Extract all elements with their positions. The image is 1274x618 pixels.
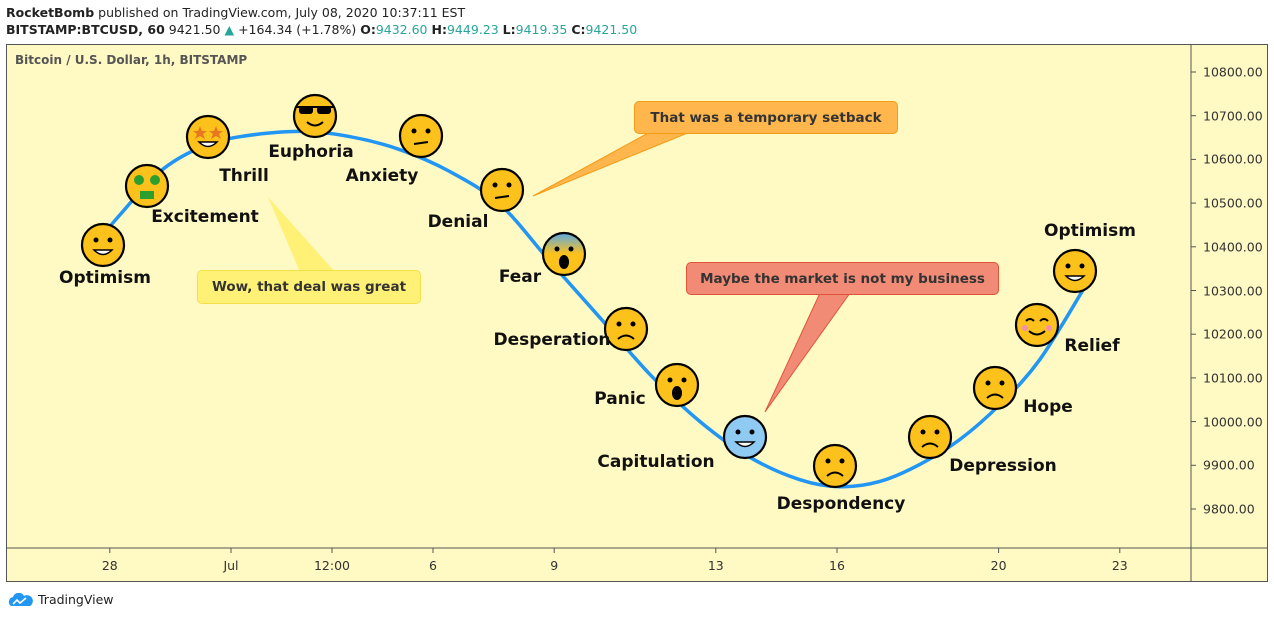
callout-yellow[interactable]: Wow, that deal was great bbox=[197, 270, 421, 304]
pleading-emoji-icon bbox=[972, 365, 1018, 411]
x-tick-label: 28 bbox=[101, 558, 118, 573]
price-change: +164.34 (+1.78%) bbox=[238, 22, 357, 37]
y-tick-label: 10100.00 bbox=[1203, 370, 1263, 386]
up-triangle-icon: ▲ bbox=[224, 22, 235, 37]
stage-label-hope: Hope bbox=[1023, 397, 1073, 417]
stage-label-relief: Relief bbox=[1064, 336, 1120, 356]
y-tick-label: 10500.00 bbox=[1203, 195, 1263, 211]
brand-name: TradingView bbox=[38, 592, 114, 607]
y-tick-label: 10700.00 bbox=[1203, 108, 1263, 124]
close-value: 9421.50 bbox=[585, 22, 638, 37]
stage-label-euphoria: Euphoria bbox=[268, 142, 354, 162]
sunglasses-emoji-icon bbox=[292, 93, 338, 139]
close-label: C: bbox=[571, 22, 586, 37]
y-tick-label: 10400.00 bbox=[1203, 239, 1263, 255]
star-struck-emoji-icon bbox=[185, 114, 231, 160]
high-label: H: bbox=[431, 22, 447, 37]
relieved-emoji-icon bbox=[1014, 302, 1060, 348]
crying-emoji-icon bbox=[907, 414, 953, 460]
x-tick-label: 23 bbox=[1111, 558, 1128, 573]
stage-label-depression: Depression bbox=[949, 456, 1057, 476]
author[interactable]: RocketBomb bbox=[6, 5, 95, 20]
y-tick-label: 10000.00 bbox=[1203, 414, 1263, 430]
unamused-emoji-icon bbox=[603, 306, 649, 352]
x-tick-label: 9 bbox=[550, 558, 559, 573]
stage-label-despondency: Despondency bbox=[776, 494, 906, 514]
last-price: 9421.50 bbox=[168, 22, 221, 37]
tradingview-footer[interactable]: TradingView bbox=[8, 592, 114, 607]
y-tick-label: 9800.00 bbox=[1203, 501, 1255, 517]
x-tick-label: Jul bbox=[223, 558, 239, 573]
symbol: BITSTAMP:BTCUSD, 60 bbox=[6, 22, 165, 37]
y-tick-label: 10600.00 bbox=[1203, 151, 1263, 167]
chart-title: Bitcoin / U.S. Dollar, 1h, BITSTAMP bbox=[15, 53, 248, 67]
open-label: O: bbox=[360, 22, 376, 37]
stage-label-anxiety: Anxiety bbox=[345, 166, 419, 186]
tradingview-cloud-icon bbox=[8, 592, 33, 606]
x-tick-label: 12:00 bbox=[313, 558, 351, 573]
symbol-info: BITSTAMP:BTCUSD, 60 9421.50 ▲ +164.34 (+… bbox=[6, 22, 637, 37]
stage-label-optimism: Optimism bbox=[1044, 221, 1136, 241]
x-tick-label: 6 bbox=[429, 558, 437, 573]
callout-red[interactable]: Maybe the market is not my business bbox=[686, 262, 999, 295]
y-tick-label: 10200.00 bbox=[1203, 326, 1263, 342]
high-value: 9449.23 bbox=[446, 22, 499, 37]
callout-pointer-orange bbox=[532, 131, 691, 197]
stage-label-thrill: Thrill bbox=[219, 166, 269, 186]
grin-emoji-icon bbox=[80, 222, 126, 268]
callout-pointer-red bbox=[764, 292, 851, 413]
stage-label-panic: Panic bbox=[594, 389, 646, 409]
cold-face-emoji-icon bbox=[722, 414, 768, 460]
money-mouth-emoji-icon bbox=[124, 163, 170, 209]
low-value: 9419.35 bbox=[515, 22, 568, 37]
stage-label-capitulation: Capitulation bbox=[597, 452, 715, 472]
stage-label-desperation: Desperation bbox=[493, 330, 611, 350]
thinking-emoji-icon bbox=[398, 113, 444, 159]
stage-label-denial: Denial bbox=[427, 212, 489, 232]
x-tick-label: 13 bbox=[707, 558, 724, 573]
x-tick-label: 20 bbox=[990, 558, 1007, 573]
y-tick-label: 10800.00 bbox=[1203, 64, 1263, 80]
callout-pointer-yellow bbox=[268, 197, 335, 272]
publish-text: published on TradingView.com, July 08, 2… bbox=[98, 5, 466, 20]
x-tick-label: 16 bbox=[829, 558, 845, 573]
y-tick-label: 9900.00 bbox=[1203, 457, 1255, 473]
tired-face-emoji-icon bbox=[812, 443, 858, 489]
grin-emoji-icon bbox=[1052, 248, 1098, 294]
stage-label-optimism: Optimism bbox=[59, 268, 151, 288]
scream-emoji-icon bbox=[654, 362, 700, 408]
fearful-emoji-icon bbox=[541, 231, 587, 277]
low-label: L: bbox=[502, 22, 516, 37]
callout-orange[interactable]: That was a temporary setback bbox=[634, 101, 898, 134]
raised-eyebrow-emoji-icon bbox=[479, 167, 525, 213]
stage-label-excitement: Excitement bbox=[151, 207, 259, 227]
open-value: 9432.60 bbox=[375, 22, 428, 37]
stage-label-fear: Fear bbox=[498, 267, 542, 287]
y-tick-label: 10300.00 bbox=[1203, 283, 1263, 298]
publish-info: RocketBomb published on TradingView.com,… bbox=[6, 5, 465, 20]
